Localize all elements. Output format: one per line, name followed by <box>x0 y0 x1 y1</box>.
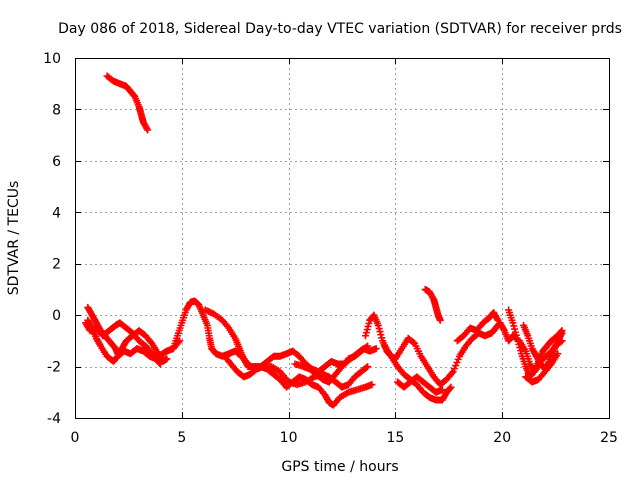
data-point-marker <box>144 126 152 134</box>
data-point-marker <box>554 350 562 358</box>
series-track-13 <box>453 309 502 345</box>
series-track-12 <box>421 285 444 324</box>
y-tick-label: 0 <box>52 308 61 324</box>
data-point-marker <box>362 364 370 372</box>
series-track-11 <box>394 373 446 396</box>
series-track-5 <box>169 297 380 376</box>
chart-title: Day 086 of 2018, Sidereal Day-to-day VTE… <box>58 21 622 37</box>
y-tick-label: 6 <box>52 154 61 170</box>
data-tracks <box>82 72 566 409</box>
y-tick-label: -2 <box>47 360 61 376</box>
data-point-marker <box>446 384 454 392</box>
x-tick-label: 10 <box>280 430 298 446</box>
data-point-marker <box>163 355 171 363</box>
x-tick-label: 0 <box>71 430 80 446</box>
series-track-15 <box>520 321 566 373</box>
data-point-marker <box>364 363 372 371</box>
data-point-marker <box>372 345 380 353</box>
data-point-marker <box>436 316 444 324</box>
data-point-marker <box>362 343 370 351</box>
series-track-1 <box>103 72 152 134</box>
series-track-16 <box>522 350 562 386</box>
series-track-4 <box>82 319 164 368</box>
y-tick-label: 4 <box>52 205 61 221</box>
plot-frame <box>75 58 610 419</box>
y-tick-label: 8 <box>52 102 61 118</box>
y-axis-label: SDTVAR / TECUs <box>6 181 22 296</box>
tick-labels: 0 5 10 15 20 25 -4 -2 0 2 4 6 8 10 <box>43 51 618 446</box>
y-tick-label: 10 <box>43 51 61 67</box>
x-tick-label: 20 <box>493 430 511 446</box>
data-point-marker <box>364 342 372 350</box>
x-tick-label: 25 <box>600 430 618 446</box>
data-point-marker <box>156 360 164 368</box>
data-point-marker <box>368 381 376 389</box>
data-point-marker <box>494 316 502 324</box>
data-point-marker <box>447 383 455 391</box>
data-point-marker <box>558 329 566 337</box>
series-track-10 <box>381 342 455 404</box>
y-tick-label: 2 <box>52 257 61 273</box>
x-tick-label: 15 <box>386 430 404 446</box>
data-point-marker <box>438 386 446 394</box>
series-track-8 <box>291 342 372 386</box>
data-point-marker <box>409 338 417 346</box>
y-tick-label: -4 <box>47 411 61 427</box>
series-track-7 <box>221 352 372 391</box>
x-tick-label: 5 <box>177 430 186 446</box>
x-axis-label: GPS time / hours <box>281 459 398 475</box>
